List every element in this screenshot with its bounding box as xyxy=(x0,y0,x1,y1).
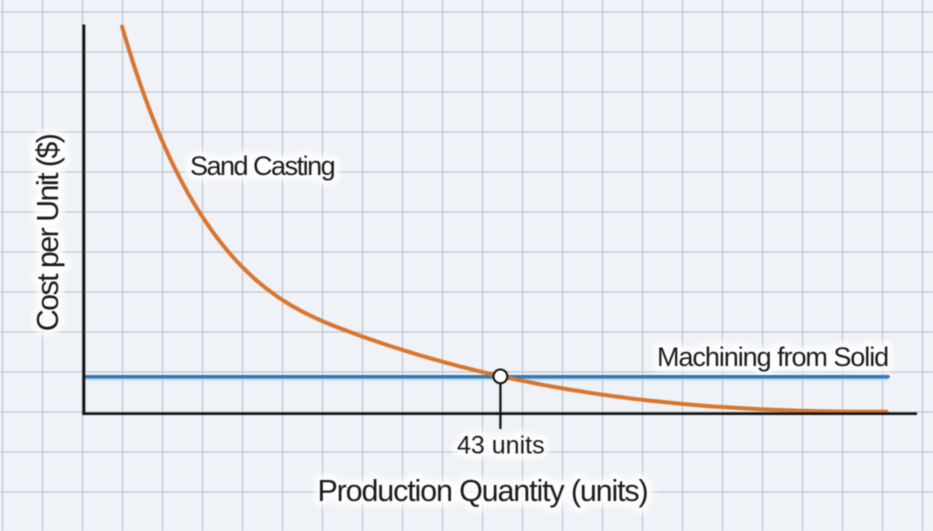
svg-text:Machining from Solid: Machining from Solid xyxy=(657,342,888,372)
svg-text:43 units: 43 units xyxy=(457,432,545,460)
svg-text:Cost per Unit ($): Cost per Unit ($) xyxy=(31,134,65,331)
svg-text:Sand Casting: Sand Casting xyxy=(190,151,335,181)
svg-text:43 units: 43 units xyxy=(457,432,545,460)
svg-text:Production Quantity (units): Production Quantity (units) xyxy=(317,474,647,508)
svg-text:Production Quantity (units): Production Quantity (units) xyxy=(317,474,647,508)
svg-text:Cost per Unit ($): Cost per Unit ($) xyxy=(31,134,65,331)
svg-text:Machining from Solid: Machining from Solid xyxy=(657,342,888,372)
svg-text:Sand Casting: Sand Casting xyxy=(190,151,335,181)
